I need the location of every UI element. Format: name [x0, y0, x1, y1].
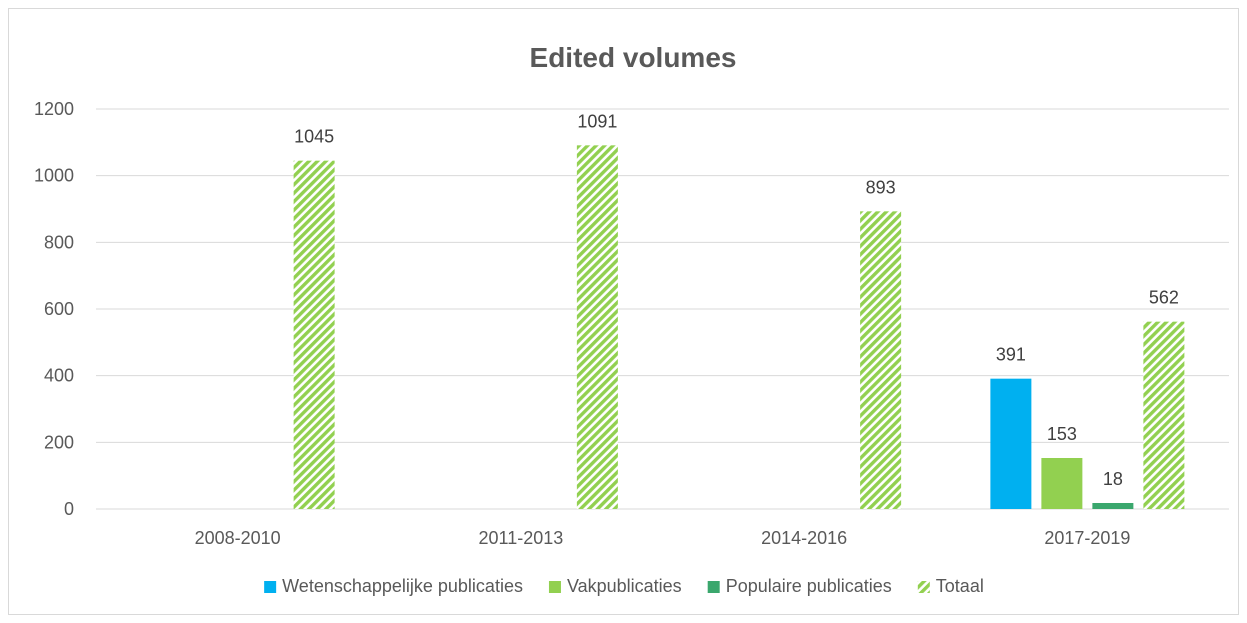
x-axis-ticks: 2008-2010 2011-2013 2014-2016 2017-2019: [195, 528, 1131, 548]
y-tick-label: 200: [44, 432, 74, 452]
x-tick-label: 2008-2010: [195, 528, 281, 548]
bar-vakpublicaties: [1041, 458, 1083, 509]
x-tick-label: 2017-2019: [1044, 528, 1130, 548]
legend-item: Vakpublicaties: [548, 576, 682, 596]
legend-swatch: [264, 581, 277, 593]
legend-swatch: [917, 581, 930, 593]
data-label: 18: [1103, 469, 1123, 489]
legend-item: Populaire publicaties: [707, 576, 892, 596]
bar-totaal: [293, 160, 335, 509]
legend-label: Vakpublicaties: [567, 576, 682, 596]
x-tick-label: 2011-2013: [479, 528, 564, 548]
legend: Wetenschappelijke publicaties Vakpublicat…: [264, 576, 984, 596]
legend-swatch: [707, 581, 720, 593]
x-tick-label: 2014-2016: [761, 528, 847, 548]
legend-label: Populaire publicaties: [726, 576, 892, 596]
gridlines: [96, 108, 1229, 510]
data-label: 893: [866, 177, 896, 197]
edited-volumes-chart: Edited volumes 0 200 400 600 800 1000 1200 104…: [34, 42, 1229, 596]
y-tick-label: 400: [44, 366, 74, 386]
data-label: 1091: [577, 111, 617, 131]
bar-totaal: [1143, 321, 1185, 509]
chart-title: Edited volumes: [530, 42, 737, 73]
legend-item: Wetenschappelijke publicaties: [264, 576, 523, 596]
bar-totaal: [576, 145, 618, 510]
y-tick-label: 1000: [34, 166, 74, 186]
data-label: 562: [1149, 288, 1179, 308]
data-labels: 1045 1091 893 391 153 18 562: [294, 111, 1179, 489]
legend-label: Wetenschappelijke publicaties: [282, 576, 523, 596]
y-tick-label: 0: [64, 499, 74, 519]
data-label: 1045: [294, 127, 334, 147]
legend-label: Totaal: [936, 576, 984, 596]
bar-wetenschappelijke-publicaties: [990, 378, 1032, 509]
y-axis-ticks: 0 200 400 600 800 1000 1200: [34, 99, 74, 519]
data-label: 391: [996, 345, 1026, 365]
chart-frame: Edited volumes 0 200 400 600 800 1000 1200 104…: [8, 8, 1239, 615]
y-tick-label: 1200: [34, 99, 74, 119]
bars: [293, 145, 1185, 510]
legend-item: Totaal: [917, 576, 984, 596]
y-tick-label: 800: [44, 232, 74, 252]
y-tick-label: 600: [44, 299, 74, 319]
legend-swatch: [548, 581, 561, 593]
bar-totaal: [860, 211, 902, 510]
data-label: 153: [1047, 424, 1077, 444]
bar-populaire-publicaties: [1092, 503, 1134, 509]
